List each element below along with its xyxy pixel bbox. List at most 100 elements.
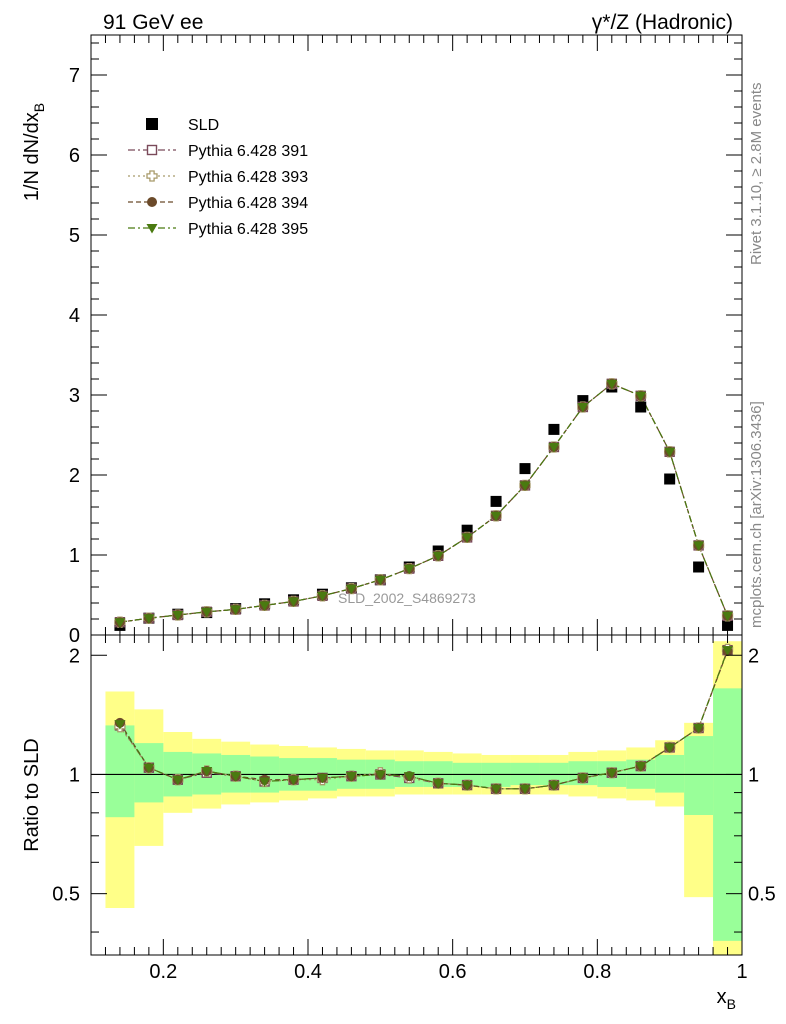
- legend: SLD Pythia 6.428 391 Pythia 6.428 393 Pythi…: [128, 117, 308, 238]
- data-point: [230, 605, 242, 615]
- data-point: [259, 601, 271, 611]
- series-line-4: [119, 383, 729, 623]
- legend-label: Pythia 6.428 395: [188, 221, 308, 238]
- data-point: [606, 379, 618, 390]
- ratio-point: [143, 763, 155, 774]
- main-plot-ticks: 0 1 2 3 4 5 6 7: [69, 35, 743, 647]
- legend-label: Pythia 6.428 394: [188, 195, 308, 212]
- y-tick-label-right: 1: [748, 764, 759, 786]
- ratio-point: [172, 775, 184, 786]
- ratio-point: [374, 770, 386, 780]
- svg-text:1/N dN/dxB: 1/N dN/dxB: [21, 103, 47, 201]
- ratio-point: [635, 762, 647, 772]
- ratio-point: [114, 720, 126, 730]
- legend-entry: Pythia 6.428 395: [128, 221, 308, 238]
- data-point: [664, 473, 676, 485]
- y-tick-label-right: 2: [748, 645, 759, 667]
- legend-label: Pythia 6.428 391: [188, 143, 308, 160]
- y-tick-label: 3: [69, 385, 80, 407]
- mcplots-label: mcplots.cern.ch [arXiv:1306.3436]: [748, 401, 765, 628]
- data-point: [490, 511, 502, 522]
- data-point: [577, 395, 589, 407]
- x-tick-label: 0.4: [294, 961, 322, 983]
- y-tick-label: 1: [69, 545, 80, 567]
- ratio-point: [403, 772, 415, 782]
- ratio-point: [432, 779, 444, 789]
- ratio-point: [693, 724, 705, 734]
- x-tick-label: 0.2: [149, 961, 177, 983]
- ratio-plot-panel: 0.2 0.4 0.6 0.8 1 0.5 0.5 1 1 2 2 Ratio to SLD xB: [21, 634, 776, 1012]
- legend-label: SLD: [188, 117, 219, 134]
- ratio-point: [577, 773, 589, 784]
- data-point: [288, 597, 300, 607]
- ratio-plot-ylabel: Ratio to SLD: [21, 738, 43, 851]
- y-tick-label: 5: [69, 225, 80, 247]
- data-point: [461, 533, 473, 543]
- ratio-point: [519, 784, 531, 795]
- legend-entry: Pythia 6.428 391: [128, 143, 308, 160]
- ratio-point: [548, 781, 560, 791]
- ratio-uncertainty-bands: [91, 641, 742, 955]
- data-point: [201, 607, 213, 618]
- legend-entry: SLD: [146, 117, 219, 134]
- header-right-label: γ*/Z (Hadronic): [592, 11, 733, 34]
- data-point: [490, 495, 502, 507]
- ratio-point: [664, 743, 676, 753]
- y-tick-label: 2: [69, 465, 80, 487]
- y-tick-label: 6: [69, 145, 80, 167]
- data-point: [693, 561, 705, 573]
- data-point: [722, 619, 734, 631]
- data-point: [172, 611, 184, 621]
- data-point: [114, 618, 126, 628]
- legend-entry: Pythia 6.428 394: [128, 195, 308, 212]
- legend-marker: [146, 224, 158, 234]
- legend-marker: [146, 170, 158, 182]
- ratio-point: [345, 772, 357, 782]
- x-tick-label: 0.6: [439, 961, 467, 983]
- data-point: [548, 443, 560, 453]
- ratio-point: [259, 777, 271, 787]
- ratio-point: [461, 781, 473, 791]
- data-point: [519, 463, 531, 475]
- y-tick-label: 0: [69, 625, 80, 647]
- series-line-3: [119, 383, 729, 623]
- ratio-point: [230, 772, 242, 782]
- x-tick-label: 0.8: [583, 961, 611, 983]
- inner-band-bin: [684, 736, 714, 815]
- legend-label: Pythia 6.428 393: [188, 169, 308, 186]
- ratio-line-2: [119, 650, 729, 790]
- legend-marker: [146, 144, 158, 156]
- ratio-point: [201, 767, 213, 777]
- data-point: [374, 575, 386, 586]
- data-point: [345, 584, 357, 595]
- data-point: [577, 403, 589, 413]
- y-tick-label: 4: [69, 305, 80, 327]
- ratio-point: [288, 775, 300, 786]
- y-tick-label: 0.5: [52, 884, 80, 906]
- data-point: [403, 564, 415, 575]
- ratio-plot-frame: [90, 634, 743, 956]
- ratio-plot-ticks: 0.2 0.4 0.6 0.8 1 0.5 0.5 1 1 2 2: [52, 635, 776, 983]
- main-plot-ylabel: 1/N dN/dxB: [21, 103, 47, 201]
- data-point: [548, 423, 560, 435]
- ratio-plot-marks: [114, 643, 734, 795]
- y-tick-label: 1: [69, 764, 80, 786]
- ratio-point: [490, 784, 502, 795]
- data-point: [635, 391, 647, 402]
- x-tick-label: 1: [736, 961, 747, 983]
- data-point: [722, 611, 734, 622]
- data-point: [143, 614, 155, 624]
- inner-band-bin: [713, 688, 742, 941]
- analysis-id-label: SLD_2002_S4869273: [338, 590, 476, 606]
- y-tick-label: 2: [69, 645, 80, 667]
- data-point: [461, 524, 473, 536]
- inner-band-bin: [655, 754, 685, 793]
- main-plot-marks: [114, 378, 734, 631]
- data-point: [693, 541, 705, 551]
- series-line-1: [119, 383, 729, 623]
- data-point: [664, 447, 676, 458]
- data-point: [635, 401, 647, 413]
- legend-marker: [147, 197, 157, 207]
- header-left-label: 91 GeV ee: [103, 11, 203, 34]
